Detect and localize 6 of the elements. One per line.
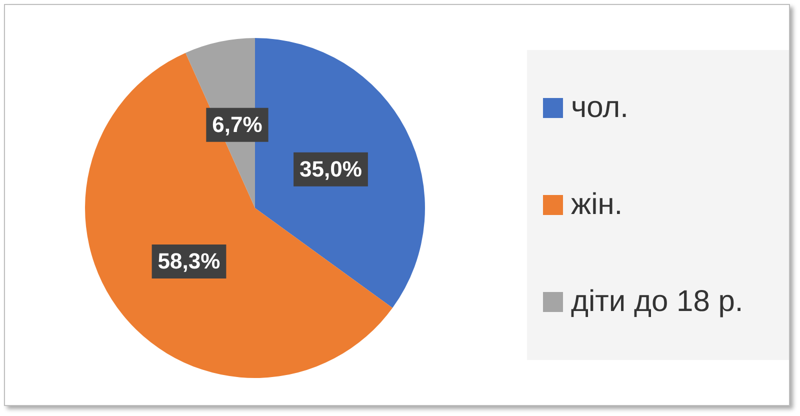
legend-label: чол. — [571, 91, 628, 126]
data-label: 58,3% — [158, 248, 220, 274]
data-label: 6,7% — [212, 112, 262, 137]
legend-label: жін. — [571, 188, 623, 222]
legend-label: діти до 18 р. — [571, 284, 744, 319]
data-label: 35,0% — [300, 156, 362, 182]
